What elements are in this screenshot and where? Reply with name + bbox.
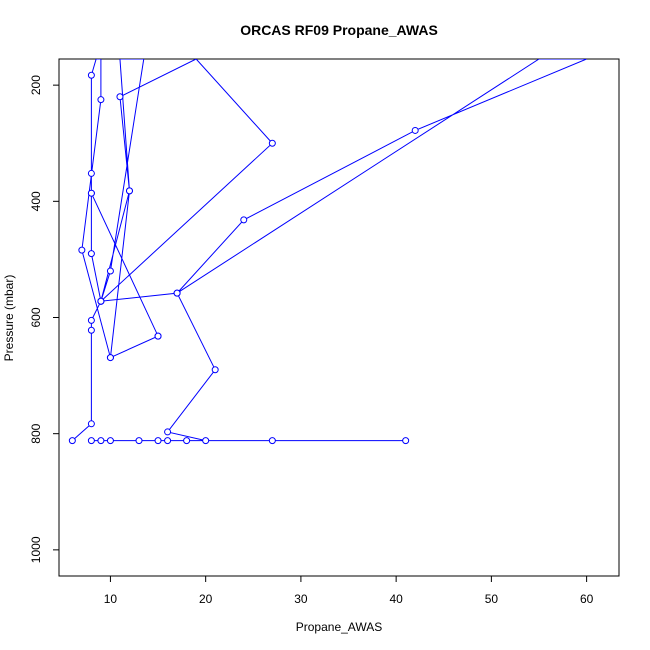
y-tick-label: 800 xyxy=(29,423,43,443)
data-point xyxy=(106,354,114,362)
data-point xyxy=(87,189,95,197)
x-axis: 10 20 30 40 50 60 xyxy=(104,576,594,606)
data-point xyxy=(106,267,114,275)
series-line xyxy=(71,59,587,442)
data-point xyxy=(211,366,219,374)
data-point xyxy=(87,250,95,258)
data-point xyxy=(154,332,162,340)
data-point xyxy=(240,216,248,224)
x-tick-label: 60 xyxy=(580,592,594,606)
data-point xyxy=(68,437,76,445)
y-tick-label: 200 xyxy=(29,75,43,95)
data-point xyxy=(87,437,95,445)
x-axis-label: Propane_AWAS xyxy=(296,620,383,634)
data-point xyxy=(87,169,95,177)
data-point xyxy=(173,289,181,297)
x-tick-label: 20 xyxy=(199,592,213,606)
x-tick-label: 10 xyxy=(104,592,118,606)
data-point xyxy=(97,297,105,305)
data-point xyxy=(87,326,95,334)
data-point xyxy=(164,437,172,445)
data-point xyxy=(268,139,276,147)
data-point xyxy=(87,71,95,79)
data-point xyxy=(97,96,105,104)
chart-title: ORCAS RF09 Propane_AWAS xyxy=(240,22,438,38)
data-point xyxy=(154,437,162,445)
x-tick-label: 30 xyxy=(294,592,308,606)
y-tick-label: 400 xyxy=(29,191,43,211)
data-point xyxy=(116,93,124,101)
data-point xyxy=(106,437,114,445)
y-tick-label: 600 xyxy=(29,307,43,327)
y-tick-label: 1000 xyxy=(29,536,43,563)
x-tick-label: 40 xyxy=(389,592,403,606)
data-point xyxy=(202,437,210,445)
data-point xyxy=(183,437,191,445)
data-point xyxy=(78,246,86,254)
series-layer xyxy=(68,59,587,445)
y-axis-label: Pressure (mbar) xyxy=(2,275,16,362)
y-axis: 200 400 600 800 1000 xyxy=(29,75,59,563)
plot-frame xyxy=(58,58,620,577)
data-point xyxy=(125,187,133,195)
x-tick-label: 50 xyxy=(485,592,499,606)
data-point xyxy=(87,420,95,428)
data-point xyxy=(411,126,419,134)
data-point xyxy=(97,437,105,445)
data-point xyxy=(402,437,410,445)
data-point xyxy=(268,437,276,445)
data-point xyxy=(135,437,143,445)
series-0 xyxy=(68,59,587,445)
data-point xyxy=(87,316,95,324)
data-point xyxy=(164,428,172,436)
